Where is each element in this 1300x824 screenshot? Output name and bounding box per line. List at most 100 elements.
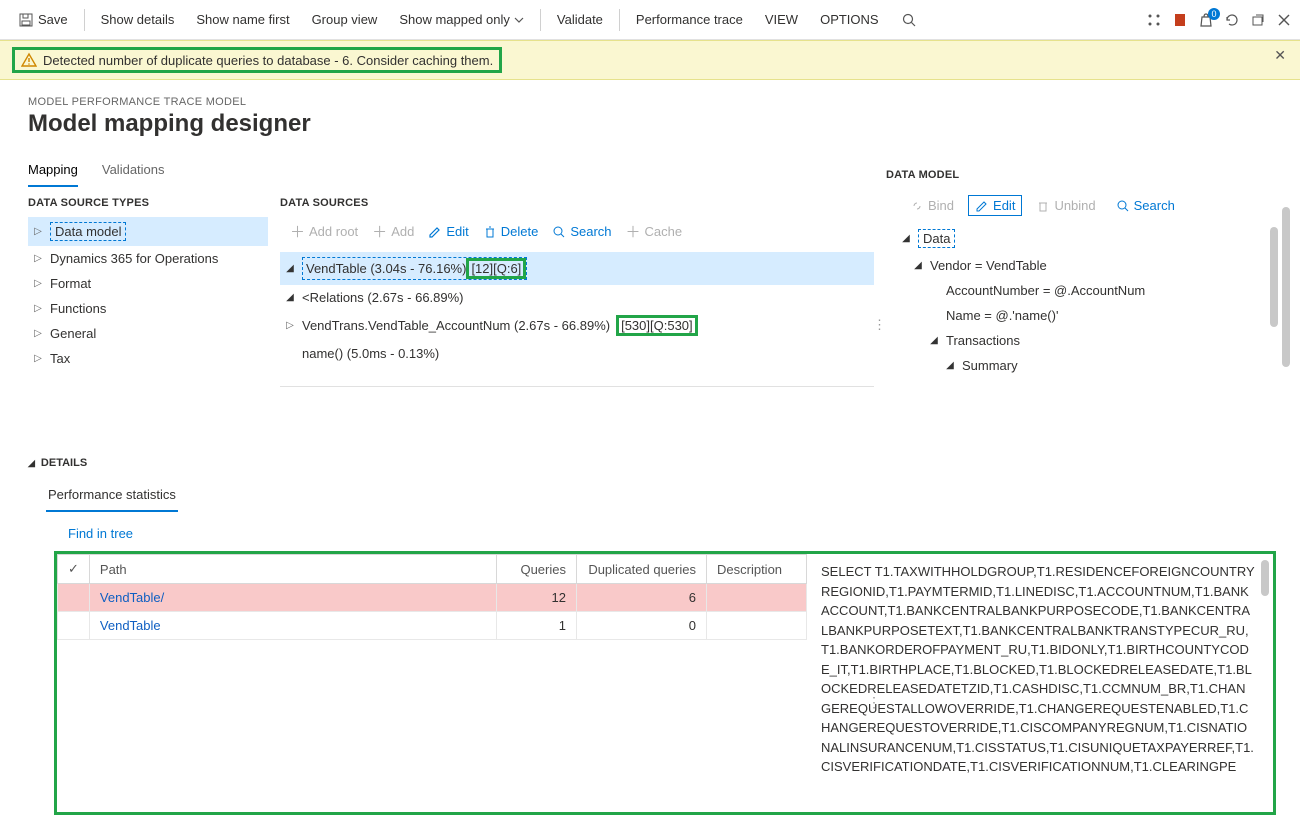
view-menu[interactable]: VIEW (755, 6, 808, 33)
dst-item-d365[interactable]: ▷Dynamics 365 for Operations (28, 246, 268, 271)
table-row[interactable]: VendTable10 (58, 612, 807, 640)
scrollbar[interactable] (1261, 560, 1269, 596)
ds-vendtrans-stats: [530][Q:530] (616, 315, 698, 336)
col-select[interactable]: ✓ (58, 555, 90, 584)
col-path[interactable]: Path (89, 555, 496, 584)
performance-trace-button[interactable]: Performance trace (626, 6, 753, 33)
group-view-button[interactable]: Group view (302, 6, 388, 33)
data-sources-header: DATA SOURCES (280, 197, 874, 209)
chevron-down-icon (514, 15, 524, 25)
search-icon (901, 12, 917, 28)
col-dup[interactable]: Duplicated queries (577, 555, 707, 584)
unbind-button[interactable]: Unbind (1030, 196, 1101, 215)
dst-item-data-model[interactable]: ▷ Data model (28, 217, 268, 246)
search-icon (1116, 199, 1130, 213)
tab-mapping[interactable]: Mapping (28, 154, 78, 187)
save-label: Save (38, 12, 68, 27)
pencil-icon (428, 225, 442, 239)
dm-edit-button[interactable]: Edit (968, 195, 1022, 216)
office-icon[interactable] (1172, 12, 1188, 28)
add-root-button[interactable]: ＋Add root (290, 221, 358, 242)
dst-item-format[interactable]: ▷Format (28, 271, 268, 296)
details-section: ◢ DETAILS Performance statistics Find in… (0, 449, 1300, 551)
search-icon (552, 225, 566, 239)
col-desc[interactable]: Description (707, 555, 807, 584)
close-icon[interactable] (1276, 12, 1292, 28)
save-icon (18, 12, 34, 28)
path-link[interactable]: VendTable (100, 618, 161, 633)
details-toggle[interactable]: ◢ DETAILS (28, 457, 1272, 469)
task-recorder-button[interactable]: 0 (1198, 12, 1214, 28)
page-title: Model mapping designer (28, 110, 1272, 138)
breadcrumb: MODEL PERFORMANCE TRACE MODEL (28, 96, 1272, 108)
toolbar-separator (619, 9, 620, 31)
add-button[interactable]: ＋Add (372, 221, 414, 242)
refresh-icon[interactable] (1224, 12, 1240, 28)
cache-button[interactable]: ＋Cache (626, 221, 683, 242)
find-in-tree-link[interactable]: Find in tree (28, 512, 133, 551)
dm-name[interactable]: ▷Name = @.'name()' (896, 303, 1286, 328)
tab-validations[interactable]: Validations (102, 154, 165, 187)
dst-label: Data model (50, 222, 126, 241)
main-panel: DATA SOURCE TYPES ▷ Data model ▷Dynamics… (0, 187, 1300, 449)
badge-count: 0 (1208, 8, 1220, 20)
show-details-button[interactable]: Show details (91, 6, 185, 33)
expand-icon: ▷ (32, 226, 44, 237)
trash-icon (483, 225, 497, 239)
edit-button[interactable]: Edit (428, 224, 468, 239)
options-menu[interactable]: OPTIONS (810, 6, 889, 33)
bind-button[interactable]: Bind (904, 196, 960, 215)
show-mapped-only-dropdown[interactable]: Show mapped only (389, 6, 534, 33)
warning-icon (21, 52, 37, 68)
dst-item-tax[interactable]: ▷Tax (28, 346, 268, 371)
save-button[interactable]: Save (8, 6, 78, 34)
pencil-icon (975, 199, 989, 213)
scrollbar[interactable] (1270, 227, 1278, 327)
page-header: MODEL PERFORMANCE TRACE MODEL Model mapp… (0, 80, 1300, 146)
dm-accountnum[interactable]: ▷AccountNumber = @.AccountNum (896, 278, 1286, 303)
col-queries[interactable]: Queries (497, 555, 577, 584)
table-row[interactable]: VendTable/126 (58, 584, 807, 612)
top-toolbar: Save Show details Show name first Group … (0, 0, 1300, 40)
search-button[interactable] (891, 6, 927, 34)
delete-button[interactable]: Delete (483, 224, 539, 239)
dm-vendor[interactable]: ◢Vendor = VendTable (896, 253, 1286, 278)
validate-button[interactable]: Validate (547, 6, 613, 33)
dm-data[interactable]: ◢Data (896, 224, 1286, 253)
ds-relations[interactable]: ◢ <Relations (2.67s - 66.89%) (280, 285, 874, 310)
dm-search-button[interactable]: Search (1110, 196, 1181, 215)
dismiss-alert-button[interactable]: ✕ (1274, 47, 1286, 64)
data-source-types-header: DATA SOURCE TYPES (28, 197, 268, 209)
ds-vendtable[interactable]: ◢ VendTable (3.04s - 76.16%)[12][Q:6] (280, 252, 874, 285)
new-window-icon[interactable] (1250, 12, 1266, 28)
sql-text: SELECT T1.TAXWITHHOLDGROUP,T1.RESIDENCEF… (821, 564, 1255, 774)
ds-vendtable-stats: [12][Q:6] (466, 258, 526, 279)
ds-relations-label: <Relations (2.67s - 66.89%) (302, 290, 464, 305)
dst-item-functions[interactable]: ▷Functions (28, 296, 268, 321)
scrollbar[interactable] (1282, 207, 1290, 367)
data-sources-tree: ◢ VendTable (3.04s - 76.16%)[12][Q:6] ◢ … (280, 252, 874, 387)
dm-transactions[interactable]: ◢Transactions (896, 328, 1286, 353)
data-sources-toolbar: ＋Add root ＋Add Edit Delete Search ＋Cache (280, 217, 874, 252)
data-model-panel: DATA MODEL Bind Edit Unbind Search ◢Data… (886, 169, 1286, 449)
path-link[interactable]: VendTable/ (100, 590, 164, 605)
link-icon (910, 199, 924, 213)
toolbar-separator (540, 9, 541, 31)
details-label: DETAILS (41, 457, 87, 469)
dm-summary[interactable]: ◢Summary (896, 353, 1286, 378)
data-model-toolbar: Bind Edit Unbind Search (886, 189, 1286, 224)
ds-search-button[interactable]: Search (552, 224, 611, 239)
ds-vendtrans[interactable]: ▷ VendTrans.VendTable_AccountNum (2.67s … (280, 310, 874, 341)
dst-item-general[interactable]: ▷General (28, 321, 268, 346)
performance-stats-panel: ✓ Path Queries Duplicated queries Descri… (54, 551, 1276, 815)
tab-performance-statistics[interactable]: Performance statistics (46, 479, 178, 512)
stats-table: ✓ Path Queries Duplicated queries Descri… (57, 554, 807, 640)
warning-text: Detected number of duplicate queries to … (43, 53, 493, 68)
ds-vendtrans-label: VendTrans.VendTable_AccountNum (2.67s - … (302, 318, 610, 333)
ds-name-fn[interactable]: ▷ name() (5.0ms - 0.13%) (280, 341, 874, 366)
show-name-first-button[interactable]: Show name first (186, 6, 299, 33)
connector-icon[interactable] (1146, 12, 1162, 28)
trash-icon (1036, 199, 1050, 213)
sql-preview: SELECT T1.TAXWITHHOLDGROUP,T1.RESIDENCEF… (807, 554, 1273, 812)
splitter-handle[interactable]: ⋮ (873, 317, 886, 333)
